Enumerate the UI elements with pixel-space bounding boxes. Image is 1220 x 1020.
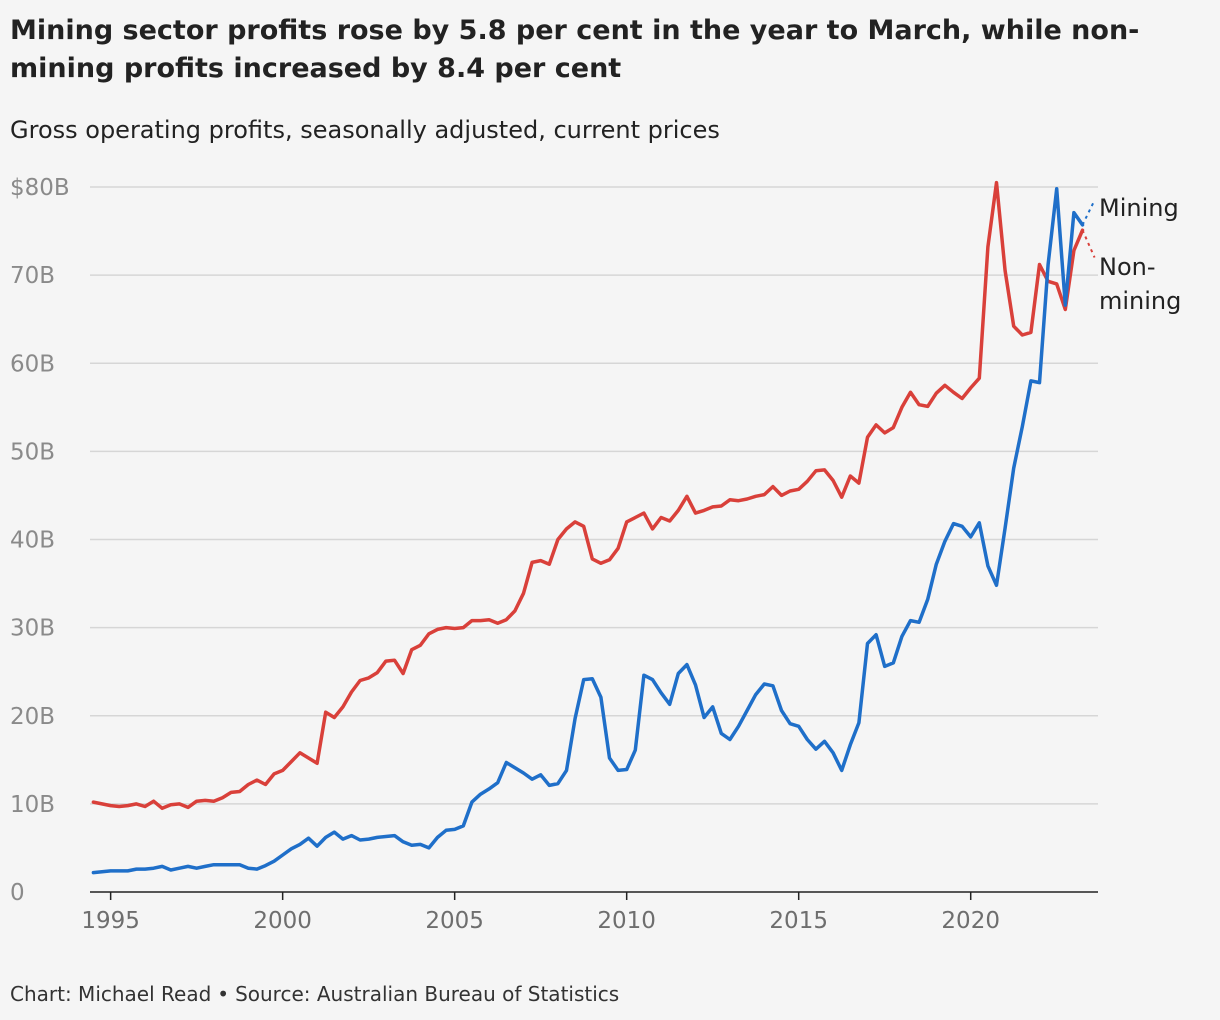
y-axis-tick-labels: 0 10B 20B 30B 40B 50B 60B 70B $80B bbox=[10, 175, 70, 906]
y-tick-label: $80B bbox=[10, 175, 70, 201]
y-tick-label: 20B bbox=[10, 704, 55, 730]
x-tick-label: 2010 bbox=[597, 908, 656, 934]
y-tick-label: 30B bbox=[10, 616, 55, 642]
series-label-non_mining: Non- bbox=[1099, 253, 1156, 281]
series-label-non_mining: mining bbox=[1099, 287, 1181, 315]
y-tick-label: 60B bbox=[10, 351, 55, 377]
footer-separator: • bbox=[217, 982, 230, 1006]
series-leader-non_mining bbox=[1081, 229, 1096, 258]
y-tick-label: 10B bbox=[10, 792, 55, 818]
chart-footer: Chart: Michael Read • Source: Australian B… bbox=[10, 980, 1190, 1008]
series-line-mining bbox=[91, 187, 1085, 875]
x-tick-label: 2000 bbox=[253, 908, 312, 934]
series-lines bbox=[91, 180, 1096, 875]
chart-credit: Chart: Michael Read bbox=[10, 982, 212, 1006]
x-axis: 1995 2000 2005 2010 2015 2020 bbox=[81, 891, 1098, 934]
chart-title: Mining sector profits rose by 5.8 per ce… bbox=[10, 15, 1140, 84]
series-leader-mining bbox=[1081, 199, 1096, 226]
x-tick-label: 2015 bbox=[769, 908, 828, 934]
series-labels: Non-mining Mining bbox=[1099, 194, 1181, 315]
chart-subtitle: Gross operating profits, seasonally adju… bbox=[10, 116, 720, 144]
series-label-mining: Mining bbox=[1099, 194, 1179, 222]
y-tick-label: 70B bbox=[10, 263, 55, 289]
chart-source: Source: Australian Bureau of Statistics bbox=[235, 982, 620, 1006]
y-tick-label: 50B bbox=[10, 439, 55, 465]
x-tick-label: 1995 bbox=[81, 908, 140, 934]
x-tick-label: 2020 bbox=[941, 908, 1000, 934]
gridlines bbox=[90, 186, 1098, 805]
y-tick-label: 40B bbox=[10, 528, 55, 554]
x-tick-label: 2005 bbox=[425, 908, 484, 934]
y-tick-label: 0 bbox=[10, 880, 25, 906]
series-line-non_mining bbox=[91, 180, 1085, 811]
